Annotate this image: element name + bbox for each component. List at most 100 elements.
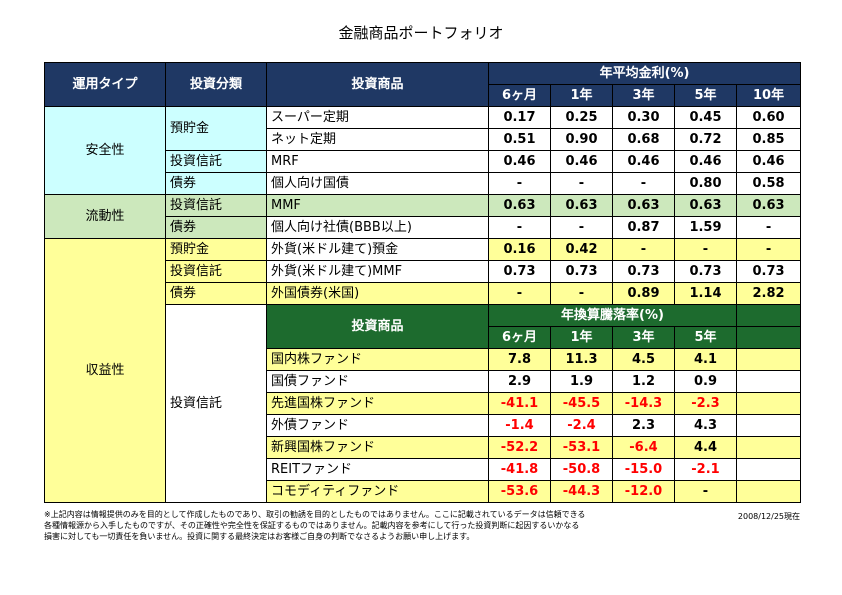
blank-cell — [735, 348, 802, 371]
rate-value: 0.46 — [674, 150, 737, 173]
fund-name: コモディティファンド — [266, 480, 489, 503]
table-row: 投資信託 MRF 0.46 0.46 0.46 0.46 0.46 — [45, 150, 802, 173]
fund-row: 新興国株ファンド -52.2 -53.1 -6.4 4.4 — [45, 436, 802, 459]
fund-value: -41.1 — [488, 392, 551, 415]
fund-value: -44.3 — [550, 480, 613, 503]
fund-value: -12.0 — [612, 480, 675, 503]
fund-row: 国内株ファンド 7.8 11.3 4.5 4.1 — [45, 348, 802, 371]
rate-value: 0.73 — [550, 260, 613, 283]
product-name: 外貨(米ドル建て)MMF — [266, 260, 489, 283]
table-row: 収益性 預貯金 外貨(米ドル建て)預金 0.16 0.42 - - - — [44, 238, 802, 503]
disclaimer-note: ※上記内容は情報提供のみを目的として作成したものであり、取引の勧誘を目的としたも… — [44, 509, 724, 542]
fund-value: 0.9 — [674, 370, 737, 393]
product-name: MMF — [266, 194, 489, 217]
header-category: 投資分類 — [165, 62, 267, 107]
fund-name: REITファンド — [266, 458, 489, 481]
category-cell: 債券 — [165, 172, 267, 195]
fund-value: 4.3 — [674, 414, 737, 437]
rate-value: 0.46 — [612, 150, 675, 173]
fund-header-title: 年換算騰落率(%) — [488, 304, 737, 327]
blank-cell — [735, 436, 802, 459]
fund-name: 先進国株ファンド — [266, 392, 489, 415]
fund-value: -53.1 — [550, 436, 613, 459]
rate-value: 0.25 — [550, 106, 613, 129]
rate-value: - — [735, 216, 802, 239]
fund-value: 4.5 — [612, 348, 675, 371]
rate-value: 0.73 — [735, 260, 802, 283]
fund-value: -14.3 — [612, 392, 675, 415]
rate-value: - — [735, 238, 802, 261]
rate-value: 0.63 — [488, 194, 551, 217]
fund-row: REITファンド -41.8 -50.8 -15.0 -2.1 — [45, 458, 802, 481]
rate-value: 0.16 — [488, 238, 551, 261]
product-name: 個人向け国債 — [266, 172, 489, 195]
fund-header-period: 5年 — [674, 326, 737, 349]
rate-value: 0.90 — [550, 128, 613, 151]
fund-value: 4.1 — [674, 348, 737, 371]
header-period: 10年 — [735, 84, 802, 107]
type-safety: 安全性 — [44, 106, 166, 195]
fund-row: 外債ファンド -1.4 -2.4 2.3 4.3 — [45, 414, 802, 437]
blank-cell — [735, 480, 802, 503]
fund-value: 1.9 — [550, 370, 613, 393]
rate-value: 0.46 — [488, 150, 551, 173]
blank-cell — [735, 458, 802, 481]
fund-value: 4.4 — [674, 436, 737, 459]
rate-value: - — [674, 238, 737, 261]
fund-header-periods-row: 6ヶ月 1年 3年 5年 — [45, 326, 802, 349]
header-rate-title: 年平均金利(%) — [487, 62, 802, 85]
fund-header-row: 投資信託 投資商品 年換算騰落率(%) — [45, 304, 802, 503]
product-name: ネット定期 — [266, 128, 489, 151]
category-cell: 投資信託 — [165, 260, 267, 283]
rate-value: 0.45 — [674, 106, 737, 129]
fund-value: 7.8 — [488, 348, 551, 371]
fund-value: -2.1 — [674, 458, 737, 481]
rate-value: 0.63 — [735, 194, 802, 217]
fund-header-period: 6ヶ月 — [488, 326, 551, 349]
fund-value: -2.4 — [550, 414, 613, 437]
type-liquidity: 流動性 — [44, 194, 166, 239]
fund-value: -41.8 — [488, 458, 551, 481]
header-period: 3年 — [612, 84, 675, 107]
rate-value: 0.63 — [550, 194, 613, 217]
rate-value: 0.68 — [612, 128, 675, 151]
table-row: ネット定期 0.51 0.90 0.68 0.72 0.85 — [45, 128, 802, 151]
header-period: 6ヶ月 — [488, 84, 551, 107]
rate-value: - — [488, 282, 551, 305]
header-periods-row: 6ヶ月 1年 3年 5年 10年 — [45, 84, 802, 107]
rate-value: 0.87 — [612, 216, 675, 239]
fund-name: 外債ファンド — [266, 414, 489, 437]
rate-value: 0.46 — [735, 150, 802, 173]
rate-value: - — [612, 238, 675, 261]
rate-value: - — [488, 216, 551, 239]
rate-value: 1.14 — [674, 282, 737, 305]
rate-value: 0.89 — [612, 282, 675, 305]
fund-header-period: 3年 — [612, 326, 675, 349]
rate-value: - — [550, 282, 613, 305]
fund-value: 2.3 — [612, 414, 675, 437]
fund-name: 国債ファンド — [266, 370, 489, 393]
category-cell: 預貯金 — [165, 238, 267, 261]
rate-value: - — [488, 172, 551, 195]
table-row: 流動性 投資信託 MMF 0.63 0.63 0.63 0.63 0.63 — [44, 194, 802, 239]
rate-value: 0.72 — [674, 128, 737, 151]
rate-value: 2.82 — [735, 282, 802, 305]
fund-value: -1.4 — [488, 414, 551, 437]
fund-name: 国内株ファンド — [266, 348, 489, 371]
fund-name: 新興国株ファンド — [266, 436, 489, 459]
as-of-date: 2008/12/25現在 — [737, 512, 800, 521]
fund-header-period: 1年 — [550, 326, 613, 349]
portfolio-table: 運用タイプ 投資分類 投資商品 年平均金利(%) 6ヶ月 1年 3年 5年 10… — [44, 62, 802, 503]
disclaimer-line: 損害に対しても一切責任を負いません。投資に関する最終決定はお客様ご自身の判断でな… — [44, 532, 475, 541]
type-profit: 収益性 — [44, 238, 166, 503]
fund-value: -15.0 — [612, 458, 675, 481]
product-name: MRF — [266, 150, 489, 173]
fund-header-product: 投資商品 — [266, 304, 489, 349]
rate-value: 0.80 — [674, 172, 737, 195]
category-cell: 債券 — [165, 282, 267, 305]
fund-row: コモディティファンド -53.6 -44.3 -12.0 - — [45, 480, 802, 503]
blank-cell — [735, 370, 802, 393]
blank-cell — [735, 414, 802, 437]
rate-value: - — [550, 172, 613, 195]
page-title: 金融商品ポートフォリオ — [338, 24, 504, 42]
